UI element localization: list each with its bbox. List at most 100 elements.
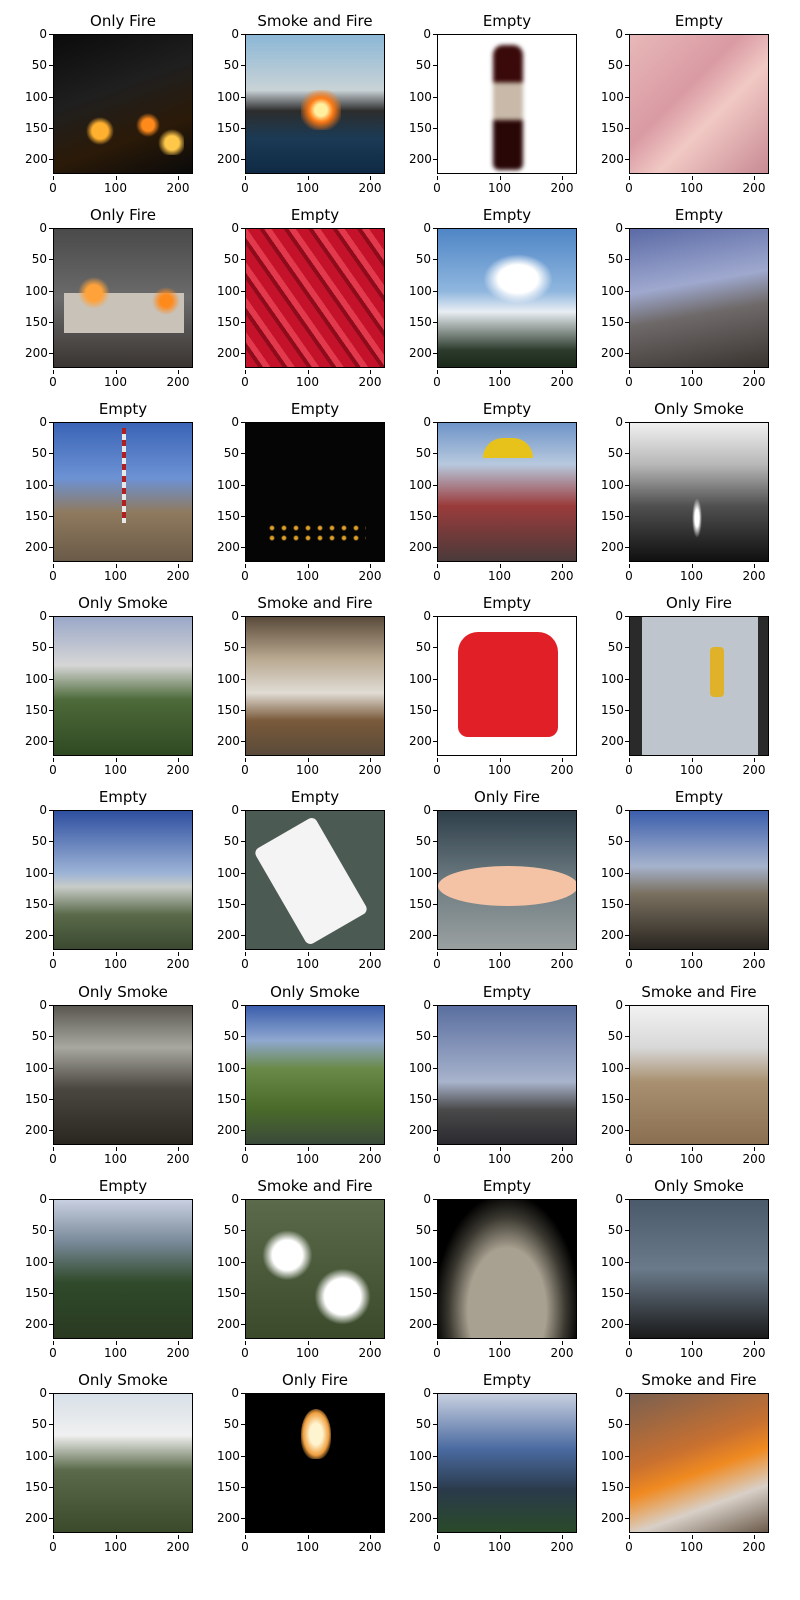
x-tick-label: 0 — [614, 1535, 644, 1553]
y-tick-label: 100 — [25, 671, 53, 686]
x-tick-label: 200 — [163, 370, 193, 388]
panel-title: Only Smoke — [270, 983, 360, 1001]
panel-title: Empty — [482, 1177, 532, 1195]
y-tick-label: 100 — [409, 1448, 437, 1463]
x-tick-label: 200 — [355, 1147, 385, 1165]
panel-title: Only Smoke — [78, 983, 168, 1001]
kid-scene — [438, 423, 576, 561]
x-tick-label: 0 — [38, 758, 68, 776]
x-tick-label: 0 — [422, 370, 452, 388]
y-tick-label: 50 — [601, 835, 629, 847]
y-tick-label: 0 — [217, 416, 245, 428]
y-tick-label: 0 — [25, 222, 53, 234]
panel-title: Only Fire — [474, 788, 540, 806]
y-tick-label: 150 — [601, 1091, 629, 1106]
candle-scene — [438, 811, 576, 949]
y-tick-label: 100 — [25, 1060, 53, 1075]
y-tick-label: 0 — [25, 28, 53, 40]
y-tick-label: 50 — [217, 59, 245, 71]
sample-image — [245, 1005, 385, 1145]
x-tick-label: 100 — [485, 952, 515, 970]
y-tick-label: 0 — [409, 999, 437, 1011]
x-tick-label: 100 — [293, 370, 323, 388]
y-tick-label: 100 — [409, 283, 437, 298]
y-tick-label: 150 — [601, 702, 629, 717]
bottle-scene — [438, 35, 576, 173]
fisheye-scene — [438, 1200, 576, 1338]
y-tick-label: 50 — [25, 641, 53, 653]
mountain-smoke-scene — [54, 1394, 192, 1532]
panel-title: Only Smoke — [654, 400, 744, 418]
panel-title: Empty — [482, 12, 532, 30]
x-tick-label: 200 — [355, 176, 385, 194]
panel-title: Only Fire — [666, 594, 732, 612]
y-tick-label: 150 — [25, 508, 53, 523]
sample-image — [437, 1393, 577, 1533]
y-tick-label: 200 — [409, 346, 437, 360]
pepper-scene — [246, 229, 384, 367]
x-tick-label: 100 — [677, 952, 707, 970]
x-tick-label: 0 — [38, 176, 68, 194]
y-tick-label: 150 — [601, 120, 629, 135]
y-tick-label: 100 — [25, 89, 53, 104]
panel-title: Empty — [98, 400, 148, 418]
y-tick-label: 150 — [25, 314, 53, 329]
y-tick-label: 150 — [217, 1285, 245, 1300]
x-tick-label: 0 — [614, 176, 644, 194]
y-tick-label: 50 — [25, 253, 53, 265]
y-tick-label: 200 — [601, 152, 629, 166]
x-tick-label: 100 — [293, 564, 323, 582]
y-tick-label: 150 — [409, 120, 437, 135]
sample-image — [53, 1393, 193, 1533]
y-tick-label: 200 — [217, 346, 245, 360]
y-tick-label: 200 — [409, 1123, 437, 1137]
sample-image — [53, 616, 193, 756]
y-tick-label: 150 — [409, 1091, 437, 1106]
panel-title: Only Smoke — [654, 1177, 744, 1195]
panel-title: Empty — [290, 400, 340, 418]
panel-title: Smoke and Fire — [257, 12, 373, 30]
y-tick-label: 50 — [25, 59, 53, 71]
sample-image — [245, 1393, 385, 1533]
x-tick-label: 0 — [422, 1535, 452, 1553]
blur-scene — [630, 1200, 768, 1338]
y-tick-label: 50 — [409, 1030, 437, 1042]
x-tick-label: 0 — [614, 1341, 644, 1359]
y-tick-label: 150 — [601, 1479, 629, 1494]
y-tick-label: 50 — [601, 641, 629, 653]
bag-scene — [246, 811, 384, 949]
y-tick-label: 0 — [25, 610, 53, 622]
x-tick-label: 100 — [101, 758, 131, 776]
y-tick-label: 100 — [217, 1448, 245, 1463]
y-tick-label: 200 — [409, 734, 437, 748]
x-tick-label: 0 — [614, 564, 644, 582]
y-tick-label: 50 — [601, 253, 629, 265]
forest-smoke-scene — [54, 617, 192, 755]
y-tick-label: 150 — [25, 1285, 53, 1300]
y-tick-label: 200 — [409, 540, 437, 554]
y-tick-label: 150 — [25, 1479, 53, 1494]
y-tick-label: 0 — [409, 804, 437, 816]
y-tick-label: 150 — [25, 1091, 53, 1106]
x-tick-label: 0 — [422, 758, 452, 776]
y-tick-label: 0 — [601, 804, 629, 816]
x-tick-label: 200 — [163, 952, 193, 970]
x-tick-label: 0 — [422, 564, 452, 582]
x-tick-label: 0 — [230, 370, 260, 388]
y-tick-label: 0 — [25, 1193, 53, 1205]
sample-image — [437, 1199, 577, 1339]
y-tick-label: 200 — [25, 1511, 53, 1525]
y-tick-label: 200 — [601, 1511, 629, 1525]
y-tick-label: 150 — [409, 314, 437, 329]
y-tick-label: 100 — [217, 865, 245, 880]
y-tick-label: 150 — [25, 896, 53, 911]
panel-title: Empty — [674, 206, 724, 224]
fire-night-scene — [54, 35, 192, 173]
y-tick-label: 100 — [25, 1448, 53, 1463]
x-tick-label: 100 — [485, 1341, 515, 1359]
sample-image — [629, 34, 769, 174]
x-tick-label: 100 — [677, 1341, 707, 1359]
panel-title: Empty — [482, 594, 532, 612]
y-tick-label: 50 — [217, 253, 245, 265]
